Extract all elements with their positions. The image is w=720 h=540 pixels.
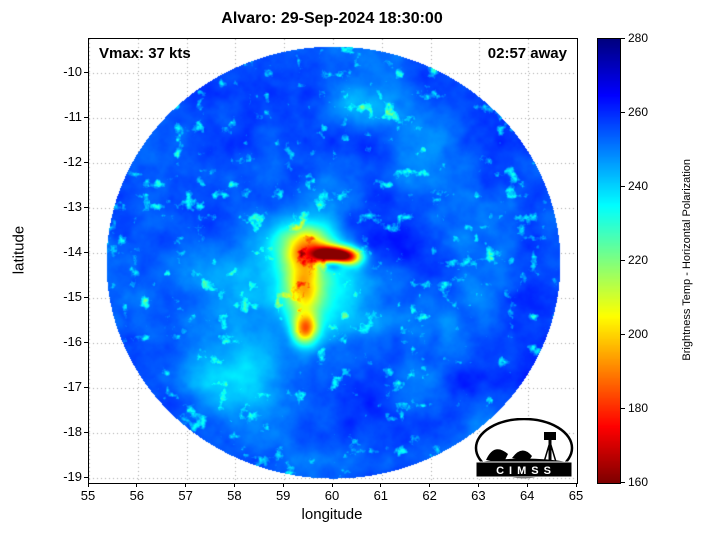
y-tick-mark: [84, 476, 88, 478]
tower-legs-icon: [543, 441, 557, 463]
x-tick-mark: [477, 483, 479, 487]
y-axis-label-wrap: latitude: [10, 226, 44, 274]
x-tick-label: 61: [373, 488, 389, 503]
x-tick-mark: [380, 483, 382, 487]
x-tick-mark: [429, 483, 431, 487]
y-tick-mark: [84, 161, 88, 163]
x-tick-label: 57: [178, 488, 193, 503]
x-tick-label: 58: [227, 488, 242, 503]
plot-area: Vmax: 37 kts 02:57 away CIMSS: [88, 38, 578, 484]
colorbar-tick-label: 260: [628, 105, 649, 119]
x-tick-label: 62: [422, 488, 437, 503]
colorbar-label-wrap: Brightness Temp - Horizontal Polarizatio…: [676, 38, 698, 482]
y-tick-mark: [84, 386, 88, 388]
satellite-heatmap-canvas: [89, 39, 577, 483]
colorbar: [597, 38, 621, 484]
cimss-logo: CIMSS: [474, 417, 574, 482]
y-tick-label: -10: [63, 64, 82, 80]
x-tick-label: 64: [519, 488, 535, 503]
colorbar-label: Brightness Temp - Horizontal Polarizatio…: [681, 159, 693, 361]
colorbar-tick-mark: [621, 481, 625, 483]
x-tick-mark: [233, 483, 235, 487]
y-tick-mark: [84, 71, 88, 73]
y-tick-mark: [84, 431, 88, 433]
satellite-dish-icon: [512, 450, 532, 462]
y-tick-label: -12: [63, 154, 82, 170]
colorbar-tick-label: 240: [628, 179, 649, 193]
x-tick-mark: [136, 483, 138, 487]
colorbar-tick-mark: [621, 407, 625, 409]
colorbar-tick-mark: [621, 37, 625, 39]
x-tick-label: 63: [471, 488, 486, 503]
colorbar-tick-mark: [621, 333, 625, 335]
chart-title: Alvaro: 29-Sep-2024 18:30:00: [221, 10, 443, 27]
y-tick-mark: [84, 341, 88, 343]
x-tick-label: 59: [275, 488, 291, 503]
colorbar-gradient-canvas: [598, 39, 620, 483]
x-tick-mark: [282, 483, 284, 487]
tower-top-icon: [544, 432, 556, 440]
y-tick-label: -14: [63, 244, 82, 260]
y-tick-label: -15: [63, 289, 82, 305]
time-away-annotation: 02:57 away: [487, 45, 567, 62]
x-tick-mark: [575, 483, 577, 487]
y-tick-label: -16: [63, 334, 82, 350]
logo-banner: [475, 461, 573, 478]
y-tick-mark: [84, 251, 88, 253]
colorbar-tick-mark: [621, 259, 625, 261]
satellite-dish-icon: [486, 449, 508, 462]
y-tick-label: -11: [64, 109, 82, 125]
x-tick-label: 55: [80, 488, 96, 503]
tower-icon: [548, 438, 552, 462]
colorbar-tick-label: 200: [628, 327, 649, 341]
colorbar-tick-mark: [621, 185, 625, 187]
y-tick-mark: [84, 296, 88, 298]
y-tick-label: -19: [63, 469, 82, 485]
y-tick-label: -17: [63, 379, 82, 395]
x-tick-label: 60: [324, 488, 340, 503]
x-tick-mark: [331, 483, 333, 487]
cimss-logo-text: CIMSS: [496, 465, 556, 477]
y-axis-label: latitude: [10, 225, 28, 275]
colorbar-tick-label: 220: [628, 253, 649, 267]
vmax-annotation: Vmax: 37 kts: [99, 45, 191, 62]
x-tick-mark: [185, 483, 187, 487]
x-axis-label: longitude: [301, 506, 363, 523]
colorbar-tick-label: 160: [628, 475, 649, 489]
y-tick-mark: [84, 116, 88, 118]
x-tick-mark: [526, 483, 528, 487]
colorbar-tick-label: 280: [628, 31, 649, 45]
y-tick-mark: [84, 206, 88, 208]
x-tick-mark: [87, 483, 89, 487]
y-tick-label: -18: [63, 424, 82, 440]
colorbar-tick-label: 180: [628, 401, 649, 415]
x-tick-label: 65: [568, 488, 584, 503]
colorbar-tick-mark: [621, 111, 625, 113]
x-tick-label: 56: [129, 488, 145, 503]
y-tick-label: -13: [63, 199, 82, 215]
